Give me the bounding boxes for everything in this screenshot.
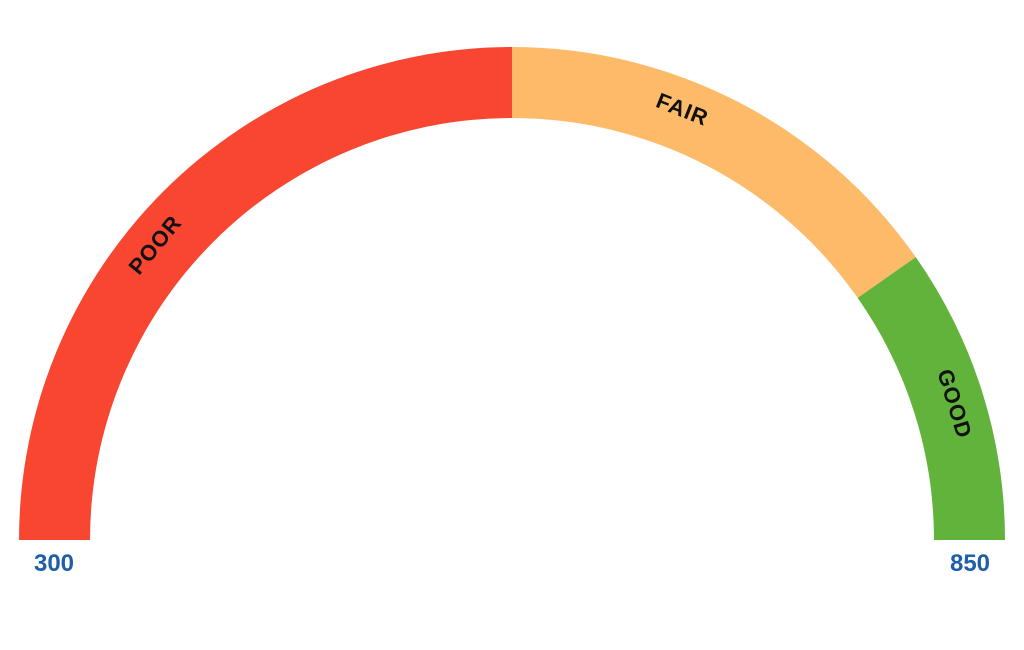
gauge-segment-good	[857, 257, 1005, 540]
gauge-segment-poor	[19, 47, 512, 540]
gauge-segment-fair	[512, 47, 916, 298]
scale-max-label: 850	[950, 550, 990, 577]
scale-min-label: 300	[34, 550, 74, 577]
